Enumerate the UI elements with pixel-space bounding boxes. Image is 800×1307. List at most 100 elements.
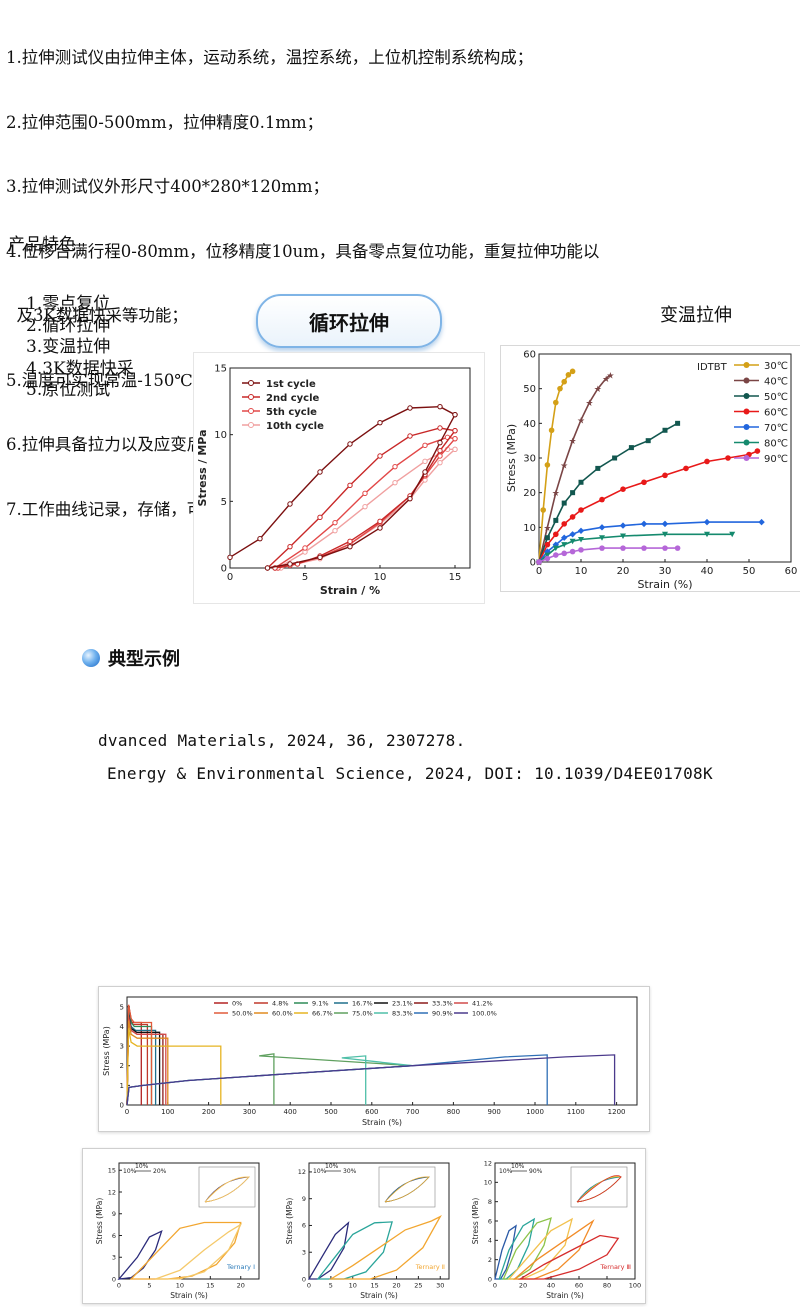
data-point: [561, 534, 568, 541]
series-line: [267, 427, 457, 569]
data-point: [674, 545, 681, 551]
legend-marker: [743, 393, 750, 399]
series-line: [129, 1221, 242, 1280]
example-heading: 典型示例: [82, 645, 180, 671]
legend-label: 30℃: [764, 361, 788, 372]
data-point: [725, 455, 731, 461]
x-tick-label: 30: [659, 566, 672, 577]
x-tick-label: 10: [349, 1282, 357, 1290]
data-point: ★: [569, 437, 577, 447]
legend-marker: [248, 408, 254, 414]
cyclic-chart-panel: 0 5 10 15 0 5 10 15 Strain / % Stress / MPa 1st cy…: [193, 352, 485, 604]
data-point: [619, 522, 627, 529]
data-point: [704, 531, 710, 538]
data-point: [377, 419, 383, 426]
data-point: [675, 420, 681, 426]
plot-frame: [118, 1162, 260, 1280]
data-point: [620, 486, 626, 492]
bullet-icon: [82, 649, 100, 667]
series-line: [229, 405, 456, 569]
x-tick-label: 30: [436, 1282, 444, 1290]
y-tick-label: 30: [523, 454, 536, 465]
annotation-label: 20%: [153, 1168, 167, 1175]
x-tick-label: 5: [329, 1282, 333, 1290]
data-point: [302, 545, 308, 551]
data-point: [569, 368, 576, 375]
series-line: [274, 436, 457, 569]
inset-plot-frame: [570, 1166, 628, 1208]
annotation-label: 10%: [511, 1163, 525, 1170]
y-axis-label: Stress (MPa): [102, 1026, 111, 1076]
data-point: [437, 425, 443, 431]
y-tick-label: 10: [214, 430, 227, 441]
series-line: [307, 1221, 350, 1280]
series-line: [155, 1222, 243, 1280]
data-point: [437, 459, 443, 466]
annotation-label: 10%: [123, 1168, 137, 1175]
legend-label: 75.0%: [352, 1010, 373, 1018]
series-line: [494, 1224, 517, 1280]
variable-temp-title: 变温拉伸: [660, 305, 732, 326]
data-point: [661, 520, 669, 528]
data-point: [544, 462, 551, 468]
legend-label: 16.7%: [352, 1000, 373, 1008]
x-tick-label: 400: [284, 1108, 297, 1116]
x-axis-label: Strain (%): [546, 1291, 584, 1300]
data-point: [287, 561, 293, 567]
x-tick-label: 10: [374, 572, 387, 583]
x-tick-label: 800: [447, 1108, 460, 1116]
legend-label: 66.7%: [312, 1010, 333, 1018]
legend-label: 4.8%: [272, 1000, 289, 1008]
feature-item: 5.原位测试: [26, 380, 111, 400]
data-point: [548, 427, 555, 434]
y-tick-label: 10: [484, 1179, 492, 1187]
annotation-label: 10%: [313, 1168, 327, 1175]
data-point: ★: [543, 524, 551, 534]
y-tick-label: 9: [112, 1210, 116, 1218]
y-tick-label: 6: [112, 1232, 116, 1240]
data-point: [437, 447, 443, 454]
legend-marker: [743, 439, 750, 446]
y-tick-label: 12: [484, 1159, 492, 1167]
annotation-label: 10%: [499, 1168, 513, 1175]
data-point: ★: [552, 489, 560, 499]
y-tick-label: 5: [221, 497, 227, 508]
cyclic-stretch-button[interactable]: 循环拉伸: [256, 294, 442, 348]
data-point: [407, 495, 413, 502]
inset-series-line: [384, 1176, 430, 1203]
data-point: [578, 547, 584, 553]
x-tick-label: 20: [237, 1282, 245, 1290]
legend-label: 40℃: [764, 377, 788, 388]
data-point: [620, 545, 626, 551]
data-point: [640, 520, 648, 528]
x-tick-label: 50: [743, 566, 756, 577]
x-tick-label: 500: [324, 1108, 337, 1116]
series-line: [512, 1219, 595, 1280]
y-tick-label: 3: [112, 1254, 116, 1262]
y-tick-label: 2: [488, 1256, 492, 1264]
y-tick-label: 1: [120, 1082, 124, 1090]
data-point: [377, 518, 383, 525]
annotation-label: 10%: [135, 1163, 149, 1170]
x-tick-label: 0: [227, 572, 233, 583]
x-tick-label: 60: [575, 1282, 583, 1290]
legend-label: 50℃: [764, 392, 788, 403]
y-axis-label: Stress (MPa): [95, 1198, 104, 1245]
spec-line: 4.位移台满行程0-80mm，位移精度10um，具备零点复位功能，重复拉伸功能以: [6, 241, 600, 261]
data-point: [377, 525, 383, 531]
data-point: [703, 518, 711, 526]
y-tick-label: 4: [488, 1237, 492, 1245]
data-point: [347, 543, 353, 550]
legend-label: 100.0%: [472, 1010, 497, 1018]
x-axis-label: Strain (%): [362, 1118, 402, 1127]
legend-label: 90℃: [764, 454, 788, 465]
inset-series-line: [576, 1175, 622, 1203]
data-point: [422, 469, 428, 475]
x-tick-label: 0: [307, 1282, 311, 1290]
series-line: [538, 422, 678, 563]
legend-label: 90.9%: [432, 1010, 453, 1018]
data-point: [437, 439, 443, 446]
features-list: 1.零点复位 2.循环拉伸 3.变温拉伸 4.3K数据快采 5.原位测试: [26, 294, 134, 402]
data-point: [704, 458, 710, 465]
data-point: [552, 545, 559, 552]
